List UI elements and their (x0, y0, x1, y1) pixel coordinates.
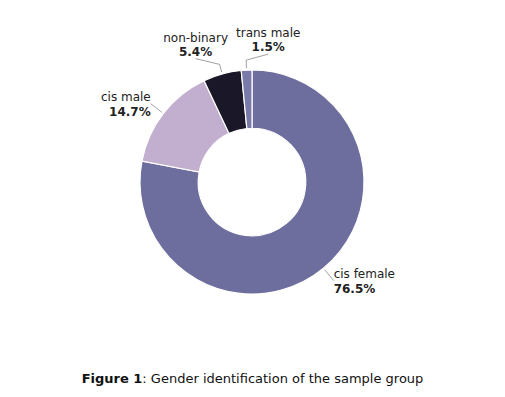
slice-name: cis male (101, 90, 151, 104)
slice-label: cis male14.7% (101, 90, 151, 119)
slice-name: trans male (236, 26, 300, 40)
slice-label: cis female76.5% (334, 267, 395, 296)
title: Figure 1 (82, 371, 143, 386)
data-label: 14.7% (109, 105, 151, 119)
slice-label: trans male1.5% (236, 26, 300, 54)
donut-wedge (140, 70, 364, 294)
leader-line (151, 104, 162, 113)
data-label: 5.4% (179, 45, 212, 59)
data-label: 76.5% (334, 282, 376, 296)
caption: Figure 1: Gender identification of the s… (82, 371, 424, 386)
chart-container: cis female76.5% cis male14.7% non-binary5.… (0, 0, 505, 397)
donut-wedge (204, 71, 247, 134)
leader-line (246, 54, 268, 68)
leader-line (196, 59, 222, 72)
labels: cis female76.5% cis male14.7% non-binary5.… (101, 26, 395, 295)
leader-lines (151, 54, 334, 280)
slice-name: non-binary (163, 31, 228, 45)
donut-wedge (241, 70, 252, 128)
data-label: 1.5% (252, 40, 285, 54)
slice-name: cis female (334, 267, 395, 281)
subtitle: : Gender identification of the sample gr… (142, 371, 423, 386)
slice-label: non-binary5.4% (163, 31, 228, 59)
chart-svg: cis female76.5% cis male14.7% non-binary5.… (0, 0, 505, 397)
leader-line (325, 270, 334, 281)
wedges (140, 70, 364, 294)
